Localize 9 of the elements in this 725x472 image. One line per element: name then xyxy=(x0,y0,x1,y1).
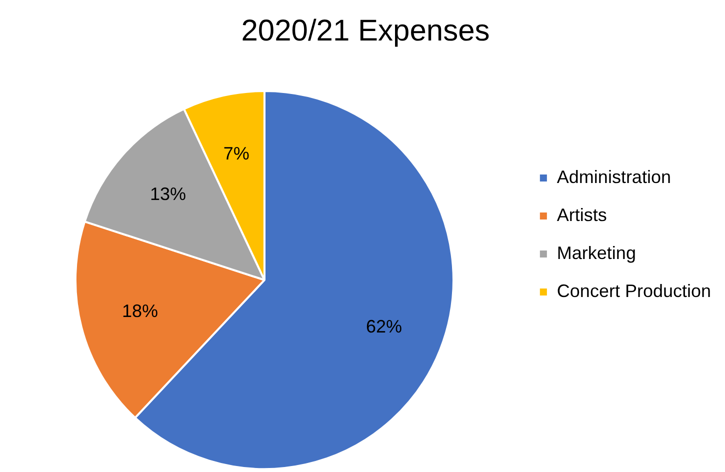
legend-label: Concert Production xyxy=(556,280,712,301)
data-label: 13% xyxy=(150,184,186,204)
data-label: 62% xyxy=(366,316,402,336)
legend-label: Artists xyxy=(556,204,607,225)
chart-title: 2020/21 Expenses xyxy=(241,14,490,48)
data-label: 18% xyxy=(122,300,158,321)
legend-label: Marketing xyxy=(556,242,636,263)
data-label: 7% xyxy=(223,144,250,164)
legend-label: Administration xyxy=(556,166,671,187)
